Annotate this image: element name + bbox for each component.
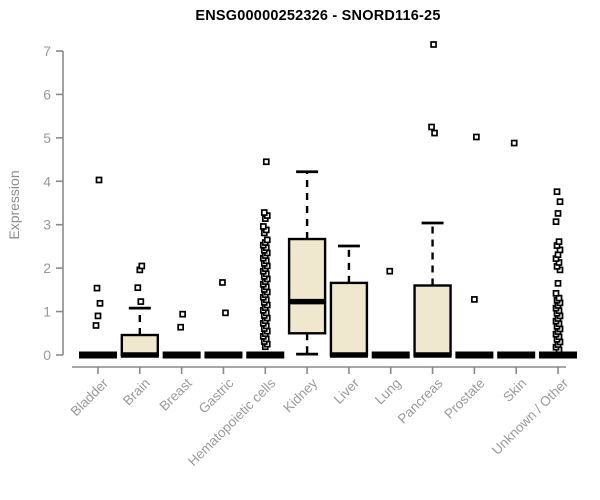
y-tick-label: 2 <box>43 260 51 276</box>
outlier-point <box>555 238 563 245</box>
outlier-point <box>93 284 101 292</box>
box-group-gastric <box>204 279 243 359</box>
flat-zero-box <box>246 351 285 359</box>
outlier-point <box>552 218 560 226</box>
outlier-point <box>386 267 394 275</box>
x-tick-label-brain: Brain <box>120 376 153 409</box>
iqr-box <box>413 284 452 357</box>
y-tick-label: 6 <box>43 86 51 102</box>
x-tick-label-gastric: Gastric <box>196 375 237 416</box>
outlier-point <box>554 279 562 287</box>
iqr-box <box>287 237 327 335</box>
outlier-point <box>431 129 438 137</box>
y-tick-label: 5 <box>43 130 51 146</box>
y-tick-label: 1 <box>43 304 51 320</box>
outlier-point <box>554 210 562 217</box>
outlier-point <box>134 284 142 292</box>
flat-zero-box <box>162 351 201 359</box>
outlier-point <box>556 198 564 206</box>
outlier-point <box>552 289 560 297</box>
x-tick-label-lung: Lung <box>372 376 404 408</box>
x-tick-label-skin: Skin <box>500 376 529 405</box>
x-tick-label-unknown-other: Unknown / Other <box>489 375 572 458</box>
outlier-point <box>263 236 271 244</box>
outlier-point <box>138 262 146 270</box>
box-group-bladder <box>79 176 117 359</box>
flat-zero-box <box>79 351 117 359</box>
box-group-kidney <box>287 170 327 356</box>
outlier-point <box>473 133 480 141</box>
box-group-liver <box>329 244 369 358</box>
x-tick-label-breast: Breast <box>157 375 195 413</box>
y-tick-label: 0 <box>43 347 51 363</box>
outlier-point <box>137 298 145 305</box>
box-group-pancreas <box>413 41 452 358</box>
iqr-box <box>329 281 369 357</box>
flat-zero-box <box>497 351 536 359</box>
outlier-point <box>179 310 186 318</box>
x-tick-label-prostate: Prostate <box>441 376 487 422</box>
y-tick-label: 7 <box>43 43 51 59</box>
y-tick-label: 3 <box>43 217 51 233</box>
outlier-point <box>260 209 268 216</box>
x-tick-label-pancreas: Pancreas <box>395 375 446 426</box>
outlier-point <box>177 323 184 331</box>
outlier-point <box>428 123 435 131</box>
chart-title: ENSG00000252326 - SNORD116-25 <box>195 8 441 24</box>
outlier-point <box>510 139 518 147</box>
outlier-point <box>219 279 226 286</box>
outlier-point <box>222 309 229 317</box>
flat-zero-box <box>204 351 243 359</box>
y-tick-label: 4 <box>43 173 51 189</box>
box-group-unknown-other <box>539 188 578 359</box>
flat-zero-box <box>539 351 578 359</box>
outlier-point <box>553 188 561 196</box>
box-group-hematopoietic-cells <box>246 158 285 359</box>
x-tick-label-kidney: Kidney <box>280 375 320 415</box>
outlier-point <box>262 158 270 166</box>
flat-zero-box <box>371 351 410 359</box>
outlier-point <box>95 176 103 184</box>
outlier-point <box>259 223 267 230</box>
outlier-point <box>96 299 104 307</box>
box-group-skin <box>497 139 536 359</box>
x-tick-label-liver: Liver <box>331 375 363 407</box>
outlier-point <box>94 312 102 320</box>
box-group-breast <box>162 310 201 359</box>
box-group-brain <box>120 262 160 358</box>
iqr-box <box>120 333 160 357</box>
outlier-point <box>471 296 478 303</box>
x-tick-label-bladder: Bladder <box>68 375 112 419</box>
outlier-point <box>92 322 100 329</box>
box-group-prostate <box>455 133 494 359</box>
outlier-point <box>430 41 437 48</box>
flat-zero-box <box>455 351 494 359</box>
box-group-lung <box>371 267 410 359</box>
